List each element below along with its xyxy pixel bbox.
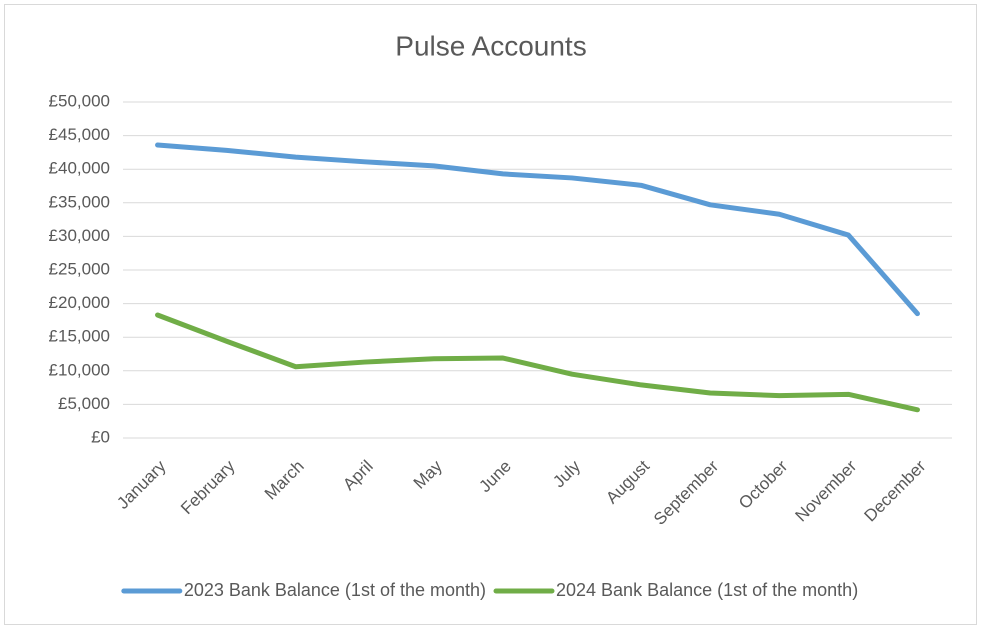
- y-tick-label: £10,000: [49, 360, 110, 379]
- legend-label: 2023 Bank Balance (1st of the month): [184, 580, 486, 600]
- chart-border: [4, 4, 977, 625]
- data-line: [155, 312, 920, 413]
- y-tick-label: £45,000: [49, 125, 110, 144]
- chart-title: Pulse Accounts: [395, 30, 586, 61]
- y-tick-label: £30,000: [49, 226, 110, 245]
- y-tick-label: £40,000: [49, 159, 110, 178]
- y-tick-label: £35,000: [49, 192, 110, 211]
- y-tick-label: £15,000: [49, 327, 110, 346]
- y-tick-label: £25,000: [49, 259, 110, 278]
- y-tick-label: £5,000: [58, 394, 110, 413]
- y-tick-label: £0: [91, 427, 110, 446]
- legend-label: 2024 Bank Balance (1st of the month): [556, 580, 858, 600]
- y-tick-label: £50,000: [49, 91, 110, 110]
- y-tick-label: £20,000: [49, 293, 110, 312]
- data-line: [155, 142, 920, 317]
